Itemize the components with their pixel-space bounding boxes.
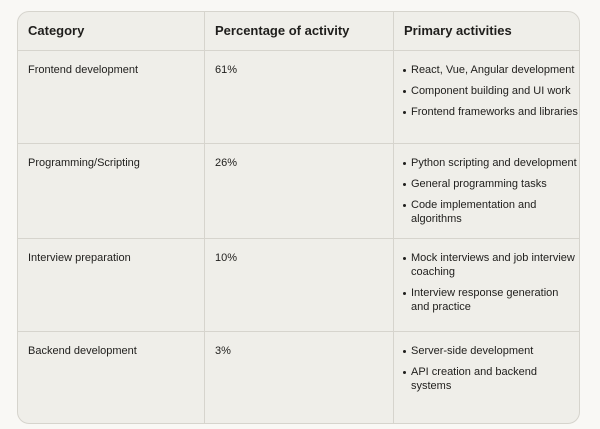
activities-list: Mock interviews and job interview coachi… [403, 251, 579, 314]
activity-item: API creation and backend systems [403, 365, 579, 393]
header-category: Category [18, 12, 205, 50]
activities-list: Server-side development API creation and … [403, 344, 579, 393]
activity-item: Interview response generation and practi… [403, 286, 579, 314]
activity-item: Python scripting and development [403, 156, 579, 170]
table-row: Frontend development 61% React, Vue, Ang… [18, 51, 579, 144]
percentage-cell: 3% [205, 332, 394, 423]
activity-item: React, Vue, Angular development [403, 63, 579, 77]
percentage-cell: 61% [205, 51, 394, 143]
activities-list: React, Vue, Angular development Component… [403, 63, 579, 119]
table-header-row: Category Percentage of activity Primary … [18, 12, 579, 51]
activity-item: Frontend frameworks and libraries [403, 106, 578, 118]
header-primary-activities: Primary activities [404, 23, 512, 38]
percentage-cell: 26% [205, 144, 394, 238]
table-row: Backend development 3% Server-side devel… [18, 332, 579, 423]
activity-item: Server-side development [403, 344, 579, 358]
table-row: Interview preparation 10% Mock interview… [18, 239, 579, 332]
category-cell: Backend development [18, 332, 205, 423]
activity-table: Category Percentage of activity Primary … [17, 11, 580, 424]
category-cell: Interview preparation [18, 239, 205, 331]
category-cell: Programming/Scripting [18, 144, 205, 238]
percentage-cell: 10% [205, 239, 394, 331]
category-cell: Frontend development [18, 51, 205, 143]
activities-cell: React, Vue, Angular development Component… [394, 51, 579, 143]
activities-cell: Python scripting and development General … [394, 144, 579, 238]
activity-item: Code implementation and algorithms [403, 198, 579, 226]
activities-cell: Server-side development API creation and … [394, 332, 579, 423]
header-percentage: Percentage of activity [205, 12, 394, 50]
activity-item: Mock interviews and job interview coachi… [403, 251, 579, 279]
table-row: Programming/Scripting 26% Python scripti… [18, 144, 579, 239]
activity-item: General programming tasks [403, 177, 579, 191]
activity-item: Component building and UI work [403, 84, 579, 98]
activities-list: Python scripting and development General … [403, 156, 579, 226]
activities-cell: Mock interviews and job interview coachi… [394, 239, 579, 331]
